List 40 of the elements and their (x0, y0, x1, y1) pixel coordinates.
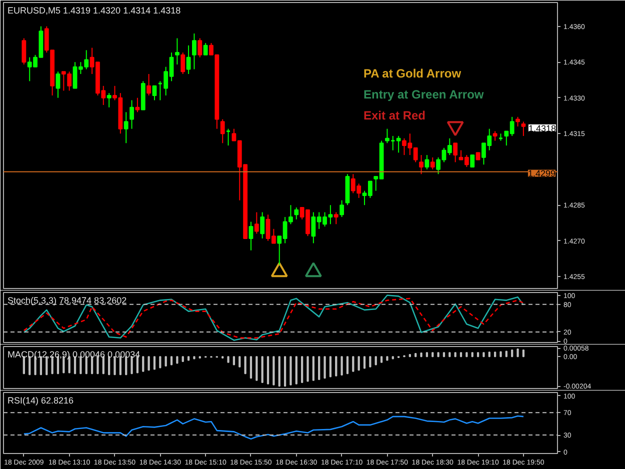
candlestick (56, 71, 60, 98)
candlestick (430, 156, 435, 170)
candlestick (453, 142, 458, 163)
candlestick (130, 100, 134, 130)
candlestick (226, 128, 231, 146)
candlestick (220, 118, 225, 144)
candlestick (152, 85, 157, 101)
candlestick (521, 121, 526, 136)
annotation: Entry at Green Arrow (364, 88, 484, 102)
chart-title: Stoch(5,3,3) 78.9474 83.2602 (8, 296, 127, 306)
chart-title: MACD(12,26,9) 0.00046 0.00034 (8, 350, 140, 360)
candlestick (254, 212, 259, 234)
candlestick (146, 74, 152, 96)
candlestick (192, 32, 196, 70)
candlestick (334, 212, 338, 225)
candlestick (198, 38, 202, 58)
chart-title: EURUSD,M5 1.4319 1.4320 1.4314 1.4318 (8, 6, 181, 16)
candlestick (180, 52, 186, 74)
candlestick (396, 135, 401, 154)
candlestick (174, 38, 180, 65)
candlestick (203, 42, 208, 56)
chart-title: RSI(14) 62.8216 (8, 396, 74, 406)
annotation: Exit at Red (364, 108, 426, 122)
candlestick (516, 116, 520, 127)
candlestick (419, 154, 424, 175)
candlestick (340, 200, 344, 218)
candlestick (492, 130, 498, 142)
candlestick (294, 206, 299, 220)
annotation: PA at Gold Arrow (364, 66, 462, 80)
ref-line-label: 1.4299 (528, 168, 556, 179)
candlestick (260, 212, 265, 239)
annotation: 1.4318 (528, 123, 556, 134)
candlestick (135, 97, 140, 113)
candlestick (470, 154, 475, 168)
candlestick (106, 92, 112, 108)
candlestick (22, 38, 26, 65)
line-series (23, 415, 524, 440)
candlestick (124, 112, 128, 144)
candlestick (424, 154, 430, 170)
candlestick (248, 221, 254, 251)
